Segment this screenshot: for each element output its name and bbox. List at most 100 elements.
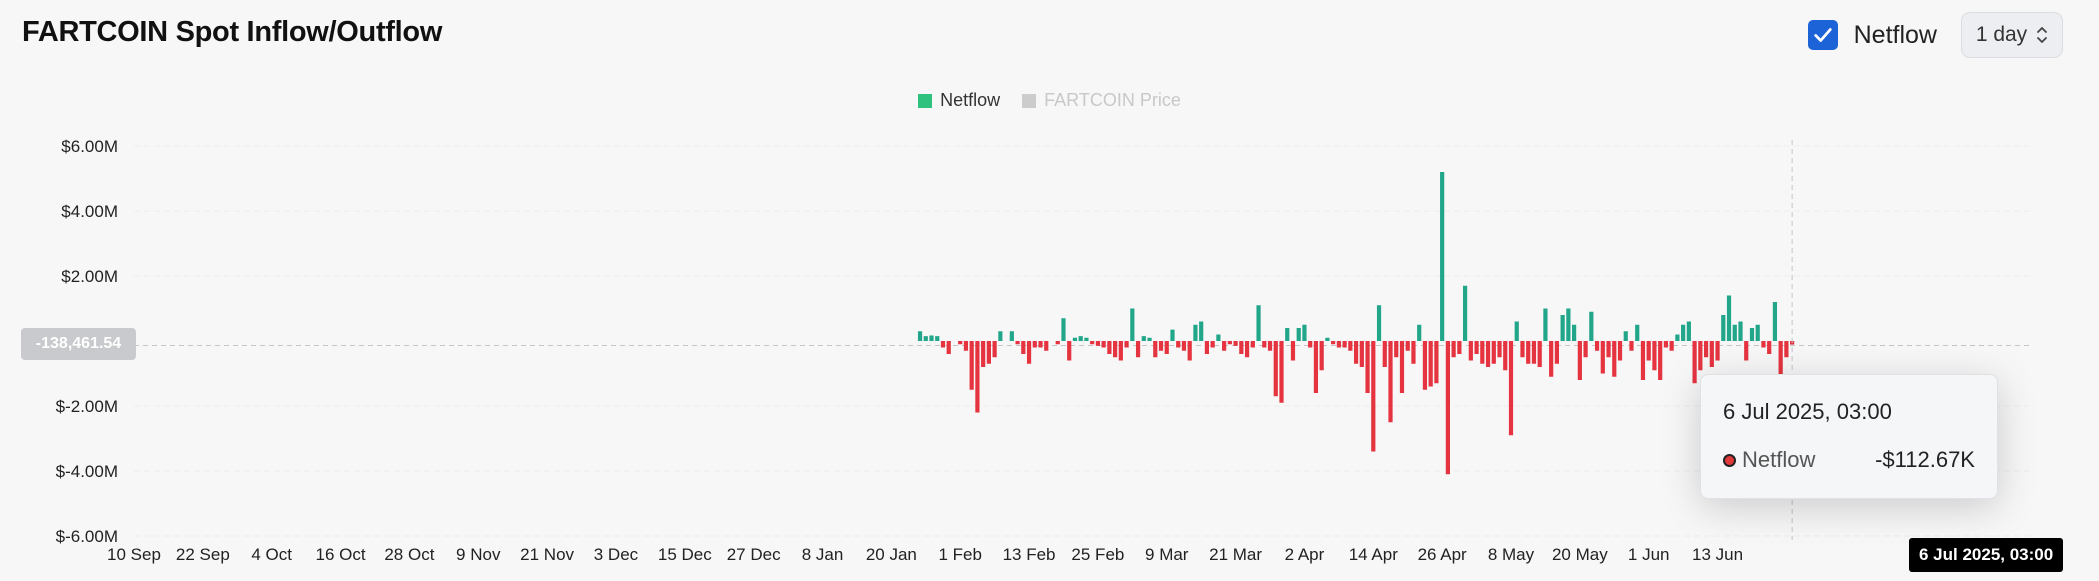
netflow-bar[interactable] xyxy=(992,341,997,358)
netflow-bar[interactable] xyxy=(1640,341,1646,380)
netflow-bar[interactable] xyxy=(917,331,923,341)
netflow-bar[interactable] xyxy=(1365,341,1370,393)
netflow-bar[interactable] xyxy=(1055,341,1060,345)
netflow-bar[interactable] xyxy=(1703,341,1709,358)
netflow-bar[interactable] xyxy=(975,341,980,413)
netflow-bar[interactable] xyxy=(1038,341,1043,348)
netflow-bar[interactable] xyxy=(1319,341,1324,371)
netflow-bar[interactable] xyxy=(1147,337,1152,341)
netflow-bar[interactable] xyxy=(1520,341,1525,358)
netflow-bar[interactable] xyxy=(1267,341,1273,351)
netflow-bar[interactable] xyxy=(1084,337,1089,341)
netflow-bar[interactable] xyxy=(1635,324,1640,341)
netflow-bar[interactable] xyxy=(1767,341,1772,354)
netflow-bar[interactable] xyxy=(998,331,1003,341)
netflow-bar[interactable] xyxy=(1440,172,1445,341)
netflow-bar[interactable] xyxy=(1652,341,1657,371)
netflow-bar[interactable] xyxy=(1549,341,1554,377)
netflow-bar[interactable] xyxy=(1308,341,1313,348)
netflow-bar[interactable] xyxy=(1508,341,1514,436)
netflow-checkbox[interactable] xyxy=(1807,20,1838,50)
netflow-bar[interactable] xyxy=(1399,341,1405,393)
netflow-bar[interactable] xyxy=(1755,324,1760,341)
netflow-bar[interactable] xyxy=(1428,341,1433,387)
netflow-bar[interactable] xyxy=(1164,341,1169,354)
netflow-bar[interactable] xyxy=(1560,315,1565,341)
netflow-bar[interactable] xyxy=(1692,341,1697,384)
netflow-bar[interactable] xyxy=(1095,341,1100,346)
netflow-bar[interactable] xyxy=(1176,341,1181,348)
netflow-bar[interactable] xyxy=(1463,285,1468,341)
netflow-bar[interactable] xyxy=(1371,341,1376,452)
netflow-bar[interactable] xyxy=(1130,308,1135,342)
netflow-bar[interactable] xyxy=(1204,341,1210,354)
netflow-bar[interactable] xyxy=(963,341,969,351)
netflow-bar[interactable] xyxy=(1239,341,1244,354)
netflow-bar[interactable] xyxy=(1566,308,1571,342)
netflow-bar[interactable] xyxy=(1709,341,1714,367)
netflow-bar[interactable] xyxy=(1124,341,1129,348)
netflow-bar[interactable] xyxy=(1417,324,1422,341)
netflow-bar[interactable] xyxy=(1405,341,1410,351)
netflow-bar[interactable] xyxy=(1233,341,1238,346)
netflow-bar[interactable] xyxy=(1227,341,1232,345)
netflow-bar[interactable] xyxy=(1675,334,1680,342)
netflow-bar[interactable] xyxy=(1681,324,1686,341)
netflow-bar[interactable] xyxy=(1497,341,1502,358)
netflow-bar[interactable] xyxy=(1090,341,1095,345)
netflow-bar[interactable] xyxy=(1606,341,1611,358)
netflow-bar[interactable] xyxy=(1738,321,1743,342)
netflow-bar[interactable] xyxy=(1072,337,1078,341)
netflow-bar[interactable] xyxy=(1216,334,1221,342)
netflow-bar[interactable] xyxy=(1658,341,1663,380)
netflow-bar[interactable] xyxy=(1451,341,1456,358)
netflow-bar[interactable] xyxy=(940,341,946,348)
netflow-bar[interactable] xyxy=(1646,341,1651,361)
netflow-bar[interactable] xyxy=(1594,341,1600,351)
netflow-bar[interactable] xyxy=(1514,321,1519,342)
netflow-bar[interactable] xyxy=(1262,341,1267,348)
netflow-bar[interactable] xyxy=(1732,324,1737,341)
netflow-bar[interactable] xyxy=(1526,341,1531,364)
netflow-bar[interactable] xyxy=(1336,341,1341,348)
netflow-bar[interactable] xyxy=(1250,341,1255,348)
netflow-bar[interactable] xyxy=(1612,341,1617,377)
netflow-bar[interactable] xyxy=(1572,324,1577,341)
interval-select[interactable]: 1 day xyxy=(1961,12,2063,58)
netflow-bar[interactable] xyxy=(1021,341,1026,354)
netflow-bar[interactable] xyxy=(1772,302,1778,341)
netflow-bar[interactable] xyxy=(1445,341,1450,475)
netflow-bar[interactable] xyxy=(1118,341,1123,361)
netflow-bar[interactable] xyxy=(1749,328,1755,341)
netflow-bar[interactable] xyxy=(1778,341,1783,380)
netflow-bar[interactable] xyxy=(1244,341,1250,358)
netflow-bar[interactable] xyxy=(1187,341,1192,361)
netflow-bar[interactable] xyxy=(1531,341,1537,364)
netflow-bar[interactable] xyxy=(1663,341,1669,348)
netflow-bar[interactable] xyxy=(1067,341,1072,361)
netflow-bar[interactable] xyxy=(1199,321,1204,342)
netflow-bar[interactable] xyxy=(1394,341,1399,358)
netflow-bar[interactable] xyxy=(958,341,963,345)
netflow-bar[interactable] xyxy=(1474,341,1479,354)
netflow-bar[interactable] xyxy=(1348,341,1353,351)
netflow-bar[interactable] xyxy=(1302,324,1307,341)
netflow-bar[interactable] xyxy=(1537,341,1542,367)
netflow-bar[interactable] xyxy=(1480,341,1485,364)
netflow-bar[interactable] xyxy=(1715,341,1720,361)
netflow-bar[interactable] xyxy=(1078,336,1083,342)
netflow-bar[interactable] xyxy=(1313,341,1319,393)
netflow-bar[interactable] xyxy=(1457,341,1462,354)
netflow-bar[interactable] xyxy=(1181,341,1187,351)
netflow-bar[interactable] xyxy=(1061,318,1066,341)
netflow-bar[interactable] xyxy=(1543,308,1548,342)
netflow-bar[interactable] xyxy=(1376,305,1382,341)
netflow-bar[interactable] xyxy=(1485,341,1491,367)
netflow-bar[interactable] xyxy=(1113,341,1118,358)
netflow-bar[interactable] xyxy=(1279,341,1284,403)
netflow-bar[interactable] xyxy=(981,341,986,367)
netflow-bar[interactable] xyxy=(1107,341,1112,354)
netflow-bar[interactable] xyxy=(1434,341,1439,384)
netflow-bar[interactable] xyxy=(1285,328,1290,341)
